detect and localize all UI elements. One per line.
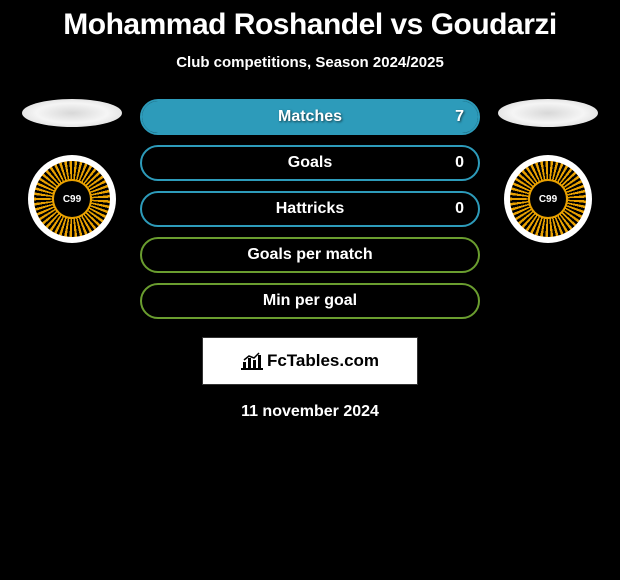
player-left-column: C99 [22,99,122,243]
stat-value-right: 7 [455,108,464,126]
stat-bars: Matches 7 Goals 0 Hattricks 0 Goals per match M… [140,99,480,319]
brand-box: FcTables.com [202,337,418,385]
club-badge-right-inner: C99 [510,161,586,237]
club-badge-left-rays [34,161,110,237]
club-badge-right-rays [510,161,586,237]
player-left-avatar-placeholder [22,99,122,127]
club-badge-left-inner: C99 [34,161,110,237]
stat-label: Min per goal [263,292,357,310]
stat-row: Goals 0 [140,145,480,181]
chart-icon [241,352,263,370]
root-container: Mohammad Roshandel vs Goudarzi Club comp… [0,0,620,421]
stat-label: Hattricks [276,200,344,218]
stat-value-right: 0 [455,200,464,218]
player-right-column: C99 [498,99,598,243]
player-right-avatar-placeholder [498,99,598,127]
stat-value-right: 0 [455,154,464,172]
stat-label: Goals [288,154,332,172]
stat-label: Goals per match [247,246,372,264]
stat-label: Matches [278,108,342,126]
stats-area: C99 Matches 7 Goals 0 Hattricks 0 Goals per ma… [0,99,620,319]
club-badge-right: C99 [504,155,592,243]
page-title: Mohammad Roshandel vs Goudarzi [63,8,556,42]
page-subtitle: Club competitions, Season 2024/2025 [176,54,444,71]
brand-text: FcTables.com [267,351,379,371]
stat-row: Goals per match [140,237,480,273]
stat-row: Hattricks 0 [140,191,480,227]
footer-date: 11 november 2024 [241,403,379,421]
stat-row: Min per goal [140,283,480,319]
stat-row: Matches 7 [140,99,480,135]
club-badge-left: C99 [28,155,116,243]
